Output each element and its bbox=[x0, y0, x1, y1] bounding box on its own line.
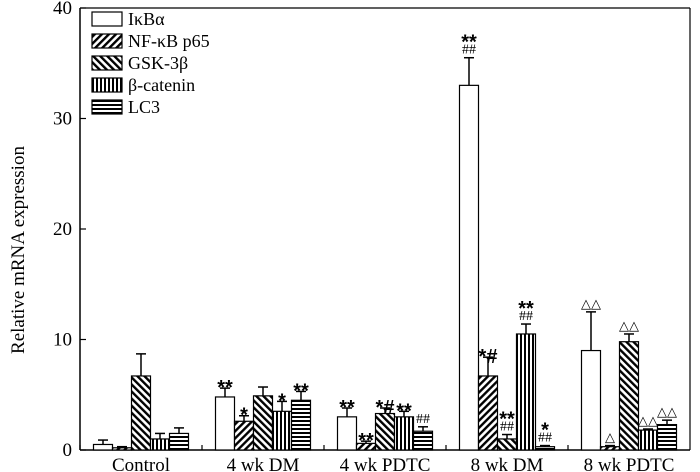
annotation-nf-b-p65-8-wk-dm: *# bbox=[479, 346, 498, 368]
y-tick-label-0: 0 bbox=[63, 440, 73, 461]
bar-lc3-8-wk-pdtc bbox=[656, 423, 678, 451]
legend-swatch-lc3 bbox=[91, 99, 123, 115]
bar-lc3-8-wk-dm bbox=[534, 446, 556, 451]
legend-swatch-catenin bbox=[91, 77, 123, 93]
y-tick-label-10: 10 bbox=[53, 330, 72, 351]
x-category-label-8-wk-pdtc: 8 wk PDTC bbox=[584, 455, 675, 472]
bar-i-b-8-wk-pdtc bbox=[580, 349, 602, 451]
y-axis-title: Relative mRNA expression bbox=[8, 146, 29, 354]
x-category-label-8-wk-dm: 8 wk DM bbox=[471, 455, 544, 472]
annotation-lc3-8-wk-pdtc: △△ bbox=[657, 405, 677, 420]
annotation-catenin-4-wk-dm: * bbox=[278, 390, 286, 412]
bar-i-b-8-wk-dm bbox=[458, 84, 480, 451]
legend-label-lc3: LC3 bbox=[128, 97, 160, 117]
annotation-lc3-4-wk-dm: ** bbox=[293, 380, 309, 402]
x-category-label-4-wk-dm: 4 wk DM bbox=[227, 455, 300, 472]
annotation-gsk-3-8-wk-pdtc: △△ bbox=[619, 319, 639, 334]
y-tick-label-20: 20 bbox=[53, 219, 72, 240]
bar-catenin-4-wk-dm bbox=[271, 410, 293, 451]
annotation-catenin-8-wk-pdtc: △△ bbox=[638, 414, 658, 429]
legend-label-i-b: IκBα bbox=[128, 9, 165, 29]
bar-i-b-4-wk-pdtc bbox=[336, 416, 358, 451]
annotation-gsk-3-4-wk-pdtc: *# bbox=[376, 397, 395, 419]
significance-annotations: **** *******# ** ####***###**##**##*△△△△△△△… bbox=[217, 32, 677, 452]
legend-swatch-gsk-3 bbox=[91, 55, 123, 71]
axes: 0 10 20 30 40 Control 4 wk DM 4 wk PDTC 8 wk DM 8… bbox=[53, 0, 691, 472]
annotation-i-b-8-wk-pdtc: △△ bbox=[581, 297, 601, 312]
bar-i-b-control bbox=[92, 443, 114, 451]
annotation-i-b-8-wk-dm: ** bbox=[461, 32, 477, 54]
bar-gsk-3-control bbox=[130, 375, 152, 451]
bar-lc3-4-wk-pdtc bbox=[412, 430, 434, 451]
x-category-label-4-wk-pdtc: 4 wk PDTC bbox=[340, 455, 431, 472]
y-tick-label-40: 40 bbox=[53, 0, 72, 19]
annotation-i-b-4-wk-dm: ** bbox=[217, 377, 233, 399]
annotation-catenin-8-wk-dm: ** bbox=[518, 298, 534, 320]
annotation-nf-b-p65-8-wk-pdtc: △ bbox=[605, 431, 615, 446]
bar-nf-b-p65-8-wk-dm bbox=[477, 375, 499, 451]
annotation-catenin-4-wk-pdtc: ** bbox=[396, 400, 412, 422]
legend-swatch-nf-b-p65 bbox=[91, 33, 123, 49]
bar-lc3-4-wk-dm bbox=[290, 399, 312, 451]
annotation-gsk-3-8-wk-dm: ## bbox=[500, 420, 514, 435]
annotation-lc3-8-wk-dm: ## bbox=[538, 431, 552, 446]
legend-label-nf-b-p65: NF-κB p65 bbox=[128, 31, 210, 51]
bar-gsk-3-8-wk-dm bbox=[496, 438, 518, 451]
annotation-lc3-4-wk-pdtc: ## bbox=[416, 412, 430, 427]
annotation-i-b-8-wk-dm: ## bbox=[462, 43, 476, 58]
x-category-label-control: Control bbox=[112, 455, 170, 472]
annotation-nf-b-p65-4-wk-pdtc: ** bbox=[358, 430, 374, 452]
annotation-gsk-3-8-wk-dm: ** bbox=[499, 409, 515, 431]
annotation-i-b-4-wk-pdtc: ** bbox=[339, 397, 355, 419]
bar-catenin-8-wk-pdtc bbox=[637, 429, 659, 451]
bars bbox=[92, 56, 678, 451]
legend-label-catenin: β-catenin bbox=[128, 75, 195, 95]
bar-lc3-control bbox=[168, 432, 190, 451]
legend-label-gsk-3: GSK-3β bbox=[128, 53, 188, 73]
bar-i-b-4-wk-dm bbox=[214, 396, 236, 451]
bar-nf-b-p65-control bbox=[111, 447, 133, 451]
annotation-lc3-8-wk-dm: * bbox=[541, 420, 549, 442]
bar-nf-b-p65-8-wk-pdtc bbox=[599, 446, 621, 451]
bar-catenin-8-wk-dm bbox=[515, 333, 537, 451]
bar-catenin-control bbox=[149, 438, 171, 451]
annotation-catenin-8-wk-dm: ## bbox=[519, 309, 533, 324]
bar-gsk-3-8-wk-pdtc bbox=[618, 341, 640, 451]
bar-gsk-3-4-wk-dm bbox=[252, 395, 274, 451]
legend-swatch-i-b bbox=[91, 11, 123, 27]
annotation-nf-b-p65-4-wk-dm: * bbox=[240, 405, 248, 427]
y-tick-label-30: 30 bbox=[53, 109, 72, 130]
